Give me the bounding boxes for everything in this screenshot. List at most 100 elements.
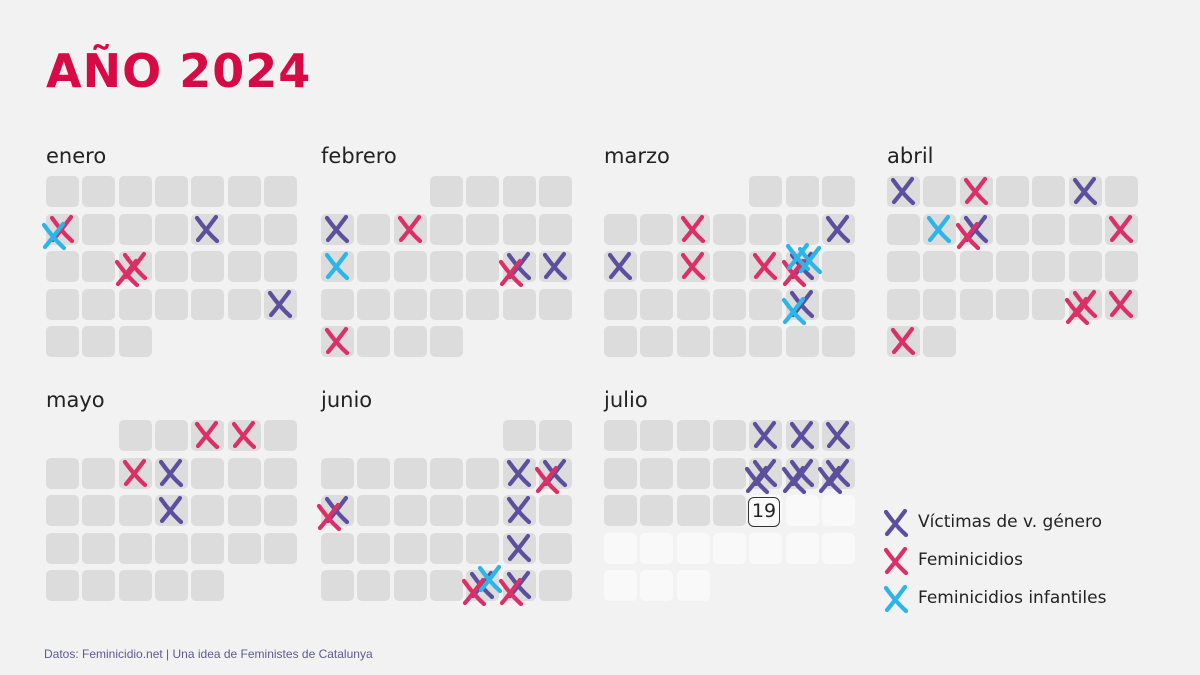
day-cell [821, 251, 855, 283]
mark-feminicidios [753, 252, 778, 281]
mark-victimas [158, 458, 183, 487]
mark-feminicidios [1064, 296, 1089, 325]
day-cell [154, 532, 188, 564]
day-cell [887, 288, 920, 320]
day-cell [191, 288, 225, 320]
page-title: AÑO 2024 [46, 44, 312, 98]
mark-victimas [781, 465, 806, 494]
day-cell [995, 213, 1029, 245]
day-cell [357, 532, 391, 564]
victimas-cross-icon [883, 508, 909, 538]
day-cell [82, 532, 116, 564]
day-cell [640, 326, 674, 358]
mark-feminicidios [680, 252, 705, 281]
mark-victimas [506, 458, 531, 487]
day-cell [263, 457, 297, 489]
day-cell [429, 176, 463, 207]
infantiles-cross-icon [883, 584, 909, 614]
day-cell [676, 288, 710, 320]
day-cell [46, 570, 79, 602]
day-cell [959, 288, 993, 320]
day-cell [749, 176, 783, 207]
mark-feminicidios [122, 458, 147, 487]
day-cell [502, 213, 536, 245]
mark-feminicidios [1108, 289, 1133, 318]
day-cell [227, 251, 261, 283]
day-cell [263, 495, 297, 527]
day-cell [640, 570, 674, 602]
day-cell [393, 570, 427, 602]
day-cell [712, 288, 746, 320]
mark-feminicidios [680, 214, 705, 243]
day-cell [429, 288, 463, 320]
day-cell [995, 251, 1029, 283]
day-cell [393, 251, 427, 283]
day-cell [429, 326, 463, 358]
day-cell [393, 532, 427, 564]
mark-victimas [158, 496, 183, 525]
day-cell [227, 213, 261, 245]
day-cell [118, 532, 152, 564]
day-cell [46, 532, 79, 564]
day-cell [82, 251, 116, 283]
mark-victimas [753, 420, 778, 450]
day-cell [118, 176, 152, 207]
day-cell [785, 326, 819, 358]
day-cell [321, 570, 354, 602]
day-cell [191, 495, 225, 527]
day-cell [604, 420, 637, 451]
day-cell [712, 420, 746, 451]
day-cell [82, 288, 116, 320]
day-cell [393, 326, 427, 358]
day-cell [923, 326, 957, 358]
mark-feminicidios [955, 221, 980, 250]
day-cell [604, 288, 637, 320]
day-cell [191, 457, 225, 489]
day-cell [785, 495, 819, 527]
day-cell [466, 457, 500, 489]
day-cell [118, 420, 152, 451]
mark-victimas [324, 214, 350, 243]
day-cell [538, 213, 572, 245]
day-cell [46, 288, 79, 320]
mark-victimas [542, 252, 567, 281]
day-cell [466, 495, 500, 527]
day-cell [357, 251, 391, 283]
day-cell [538, 176, 572, 207]
day-cell [357, 213, 391, 245]
day-cell [154, 420, 188, 451]
day-cell [466, 176, 500, 207]
day-cell [46, 495, 79, 527]
mark-infantiles [785, 243, 810, 272]
day-cell [676, 457, 710, 489]
day-cell [191, 251, 225, 283]
legend-label-feminicidios: Feminicidios [918, 550, 1023, 570]
month-label: enero [46, 144, 107, 168]
day-cell [1032, 213, 1066, 245]
mark-feminicidios [534, 465, 559, 494]
day-cell [712, 532, 746, 564]
day-cell [502, 176, 536, 207]
month-label: abril [887, 144, 934, 168]
mark-victimas [195, 214, 220, 243]
day-cell [118, 570, 152, 602]
legend-label-infantiles: Feminicidios infantiles [918, 588, 1107, 608]
day-cell [263, 251, 297, 283]
day-cell [321, 457, 354, 489]
mark-victimas [506, 533, 531, 562]
mark-infantiles [41, 221, 67, 250]
day-cell [429, 532, 463, 564]
day-cell [393, 495, 427, 527]
mark-feminicidios [231, 420, 256, 450]
current-day-badge: 19 [748, 497, 780, 527]
day-cell [118, 326, 152, 358]
day-cell [538, 570, 572, 602]
day-cell [923, 251, 957, 283]
day-cell [749, 326, 783, 358]
mark-feminicidios [498, 578, 523, 607]
day-cell [712, 326, 746, 358]
mark-feminicidios [324, 327, 350, 356]
mark-feminicidios [195, 420, 220, 450]
mark-victimas [607, 252, 633, 281]
day-cell [923, 288, 957, 320]
